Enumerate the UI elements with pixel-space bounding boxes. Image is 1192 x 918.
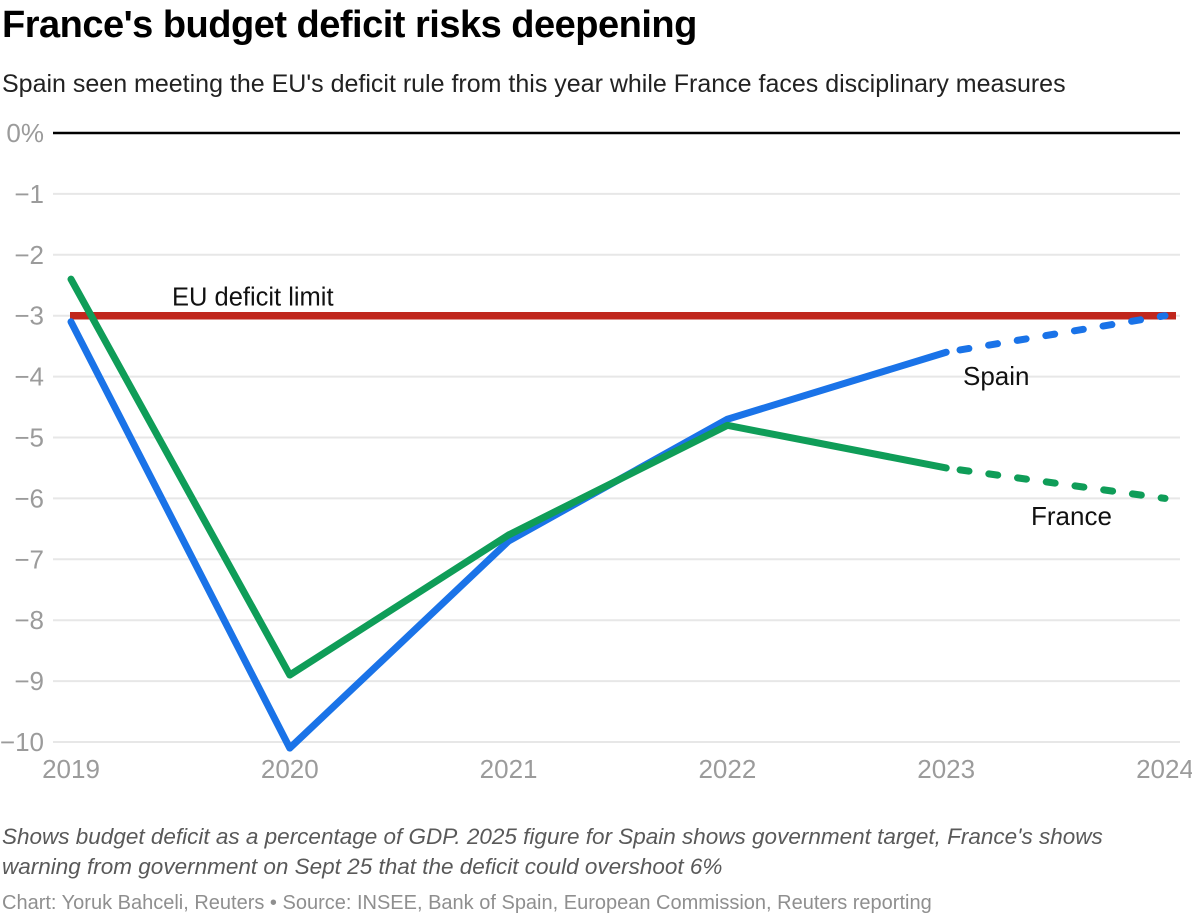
spain-series-label: Spain <box>963 361 1030 391</box>
spain-line-dashed <box>942 312 1169 356</box>
chart-footnote: Shows budget deficit as a percentage of … <box>2 824 1103 879</box>
france-line-dashed <box>942 464 1169 502</box>
chart-credit: Chart: Yoruk Bahceli, Reuters • Source: … <box>2 892 932 914</box>
spain-line-solid <box>67 318 950 752</box>
y-axis-tick-label: −8 <box>14 605 44 635</box>
y-axis-tick-label: −6 <box>14 483 44 513</box>
y-axis-tick-label: −3 <box>14 301 44 331</box>
y-axis-tick-label: −5 <box>14 423 44 453</box>
y-axis-tick-label: −1 <box>14 179 44 209</box>
x-axis-tick-label: 2023 <box>917 754 975 784</box>
y-axis-tick-label: −2 <box>14 240 44 270</box>
y-axis-tick-label: −7 <box>14 544 44 574</box>
eu-deficit-limit-label: EU deficit limit <box>172 284 334 312</box>
x-axis-tick-label: 2019 <box>42 754 100 784</box>
chart-area: 0% −1 −2 −3 −4 −5 −6 −7 −8 −9 −10 2019 2020 2021 2022 2… <box>0 115 1192 805</box>
x-axis-tick-label: 2021 <box>480 754 538 784</box>
x-axis-tick-label: 2024 <box>1136 754 1192 784</box>
france-line-solid <box>67 275 950 679</box>
chart-subtitle: Spain seen meeting the EU's deficit rule… <box>2 70 1066 98</box>
france-series-label: France <box>1031 501 1112 531</box>
x-axis-tick-label: 2022 <box>698 754 756 784</box>
y-axis-tick-label: −9 <box>14 666 44 696</box>
chart-title: France's budget deficit risks deepening <box>2 4 697 46</box>
y-axis-tick-label: 0% <box>6 118 44 148</box>
y-axis-tick-label: −4 <box>14 362 44 392</box>
x-axis-tick-label: 2020 <box>261 754 319 784</box>
y-axis-tick-label: −10 <box>0 727 44 757</box>
